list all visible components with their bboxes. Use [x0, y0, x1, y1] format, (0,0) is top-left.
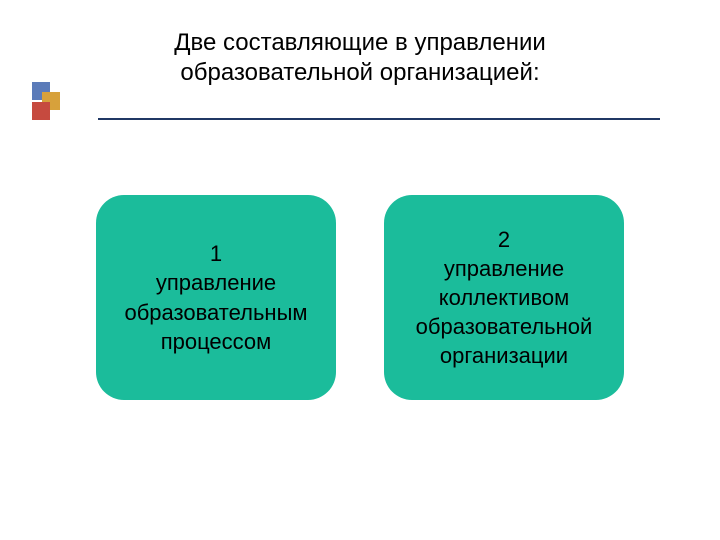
card-2-text: 2 управление коллективом образовательной…	[416, 225, 593, 370]
slide-title: Две составляющие в управлении образовате…	[0, 28, 720, 88]
horizontal-rule	[98, 118, 660, 120]
card-2: 2 управление коллективом образовательной…	[384, 195, 624, 400]
card-1-text: 1 управление образовательным процессом	[124, 239, 307, 355]
corner-decoration	[32, 82, 92, 142]
square-red	[32, 102, 50, 120]
title-line-1: Две составляющие в управлении	[0, 28, 720, 58]
title-line-2: образовательной организацией:	[0, 58, 720, 88]
card-1: 1 управление образовательным процессом	[96, 195, 336, 400]
cards-row: 1 управление образовательным процессом 2…	[0, 195, 720, 400]
